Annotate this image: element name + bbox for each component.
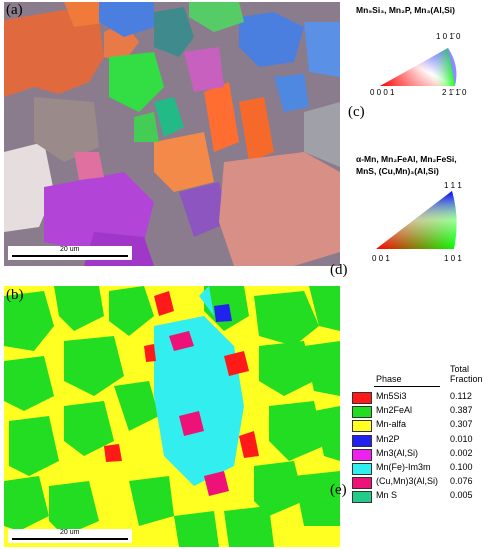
legend-swatch	[352, 420, 372, 433]
scalebar-line-a	[12, 255, 128, 257]
ipf-hex-title: Mn₅Si₃, Mn₂P, Mn₃(Al,Si)	[356, 5, 455, 15]
scalebar-label-a: 20 um	[60, 246, 80, 253]
legend-row: Mn(Fe)-Im3m 0.100	[348, 462, 480, 476]
legend-swatch	[352, 463, 372, 475]
phase-map-image	[4, 286, 340, 547]
panel-label-d: (d)	[330, 262, 348, 278]
phase-fraction: 0.005	[450, 490, 473, 501]
phase-name: Mn-alfa	[376, 419, 407, 430]
ipf-map-image	[4, 2, 340, 266]
legend-row: Mn2FeAl 0.387	[348, 405, 480, 419]
ipf-cubic-corner-left: 0 0 1	[372, 254, 390, 263]
panel-label-c: (c)	[348, 104, 365, 120]
ipf-cubic-corner-top: 1 1 1	[444, 181, 462, 190]
legend-row: Mn3(Al,Si) 0.002	[348, 448, 480, 462]
phase-fraction: 0.010	[450, 433, 473, 444]
ipf-cubic-title-line2: MnS, (Cu,Mn)₃(Al,Si)	[356, 166, 439, 176]
legend-header-fraction: Fraction	[450, 374, 483, 384]
ipf-hex-corner-right: 2 1̄ 1̄ 0	[442, 88, 467, 97]
ipf-cubic-title-line1: α-Mn, Mn₂FeAl, Mn₂FeSi,	[356, 154, 457, 164]
legend-row: Mn2P 0.010	[348, 434, 480, 448]
ipf-cubic-corner-right: 1 0 1	[444, 254, 462, 263]
phase-fraction: 0.002	[450, 447, 473, 458]
phase-name: Mn S	[376, 490, 398, 501]
phase-map	[4, 286, 340, 547]
scalebar-b: 20 um	[8, 529, 132, 543]
phase-name: Mn3(Al,Si)	[376, 447, 419, 458]
panel-label-e: (e)	[330, 482, 347, 498]
phase-fraction: 0.387	[450, 405, 473, 416]
legend-header-phase: Phase	[376, 374, 402, 384]
legend-swatch	[352, 406, 372, 419]
phase-name: Mn5Si3	[376, 391, 407, 401]
panel-label-a: (a)	[6, 2, 23, 18]
scalebar-label-b: 20 um	[60, 529, 80, 536]
ipf-hex-corner-left: 0 0 0 1	[370, 88, 395, 97]
legend-swatch	[352, 477, 372, 490]
scalebar-a: 20 um	[8, 246, 132, 260]
legend-row: Mn S 0.005	[348, 490, 480, 504]
scalebar-line-b	[12, 538, 128, 540]
phase-fraction: 0.307	[450, 419, 473, 430]
legend-row: (Cu,Mn)3(Al,Si) 0.076	[348, 476, 480, 490]
phase-name: Mn2P	[376, 433, 400, 444]
ipf-orientation-map	[4, 2, 340, 266]
legend-header-total: Total	[450, 364, 470, 374]
phase-fraction: 0.100	[450, 462, 473, 472]
phase-fraction: 0.076	[450, 476, 473, 487]
legend-swatch	[352, 448, 372, 461]
legend-swatch	[352, 434, 372, 447]
ipf-cubic-triangle	[376, 191, 457, 249]
phase-name: Mn(Fe)-Im3m	[376, 462, 431, 472]
phase-fraction: 0.112	[450, 391, 472, 401]
panel-label-b: (b)	[6, 287, 24, 303]
phase-name: (Cu,Mn)3(Al,Si)	[376, 476, 439, 487]
legend-swatch	[352, 392, 372, 404]
phase-name: Mn2FeAl	[376, 405, 413, 416]
legend-row: Mn-alfa 0.307	[348, 419, 480, 433]
ipf-hex-corner-top: 1 0 1̄ 0	[436, 32, 461, 41]
legend-swatch	[352, 491, 372, 504]
legend-row: Mn5Si3 0.112	[348, 391, 480, 405]
legend-header-rule	[374, 386, 440, 387]
ipf-hex-triangle	[380, 48, 457, 86]
